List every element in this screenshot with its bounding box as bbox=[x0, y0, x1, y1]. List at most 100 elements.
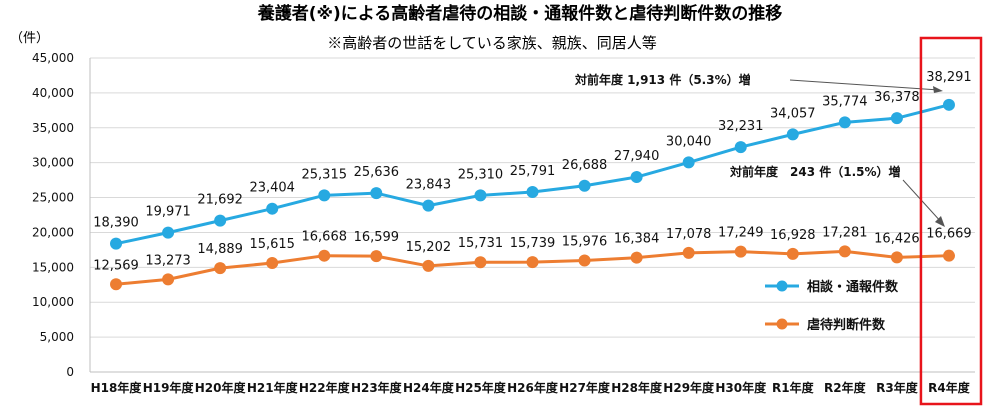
data-point bbox=[526, 256, 539, 269]
x-tick-labels: H18年度 H19年度 H20年度 H21年度 H22年度 H23年度 H24年度 H25年度… bbox=[91, 380, 971, 395]
data-point bbox=[266, 202, 279, 215]
y-tick-label: 20,000 bbox=[32, 225, 74, 239]
data-label: 32,231 bbox=[718, 119, 764, 134]
data-label: 14,889 bbox=[197, 242, 243, 257]
data-label: 16,384 bbox=[614, 232, 660, 247]
legend-swatch-marker bbox=[776, 280, 788, 292]
data-label: 15,731 bbox=[458, 236, 504, 251]
y-tick-labels: 0 5,000 10,000 15,000 20,000 25,000 30,000 35,0… bbox=[32, 51, 74, 379]
data-label: 15,976 bbox=[562, 235, 608, 250]
data-point bbox=[110, 278, 123, 291]
data-label: 36,378 bbox=[874, 90, 920, 105]
data-label: 16,426 bbox=[874, 231, 920, 246]
data-point bbox=[630, 171, 643, 184]
data-label: 21,692 bbox=[197, 193, 243, 208]
y-tick-label: 5,000 bbox=[40, 330, 74, 344]
annotation-text: 対前年度 243 件（1.5%）増 bbox=[729, 164, 901, 179]
data-label: 38,291 bbox=[926, 70, 972, 85]
annotation-arrow bbox=[789, 79, 940, 91]
data-label: 15,202 bbox=[406, 240, 452, 255]
chart-title: 養護者(※)による高齢者虐待の相談・通報件数と虐待判断件数の推移 bbox=[257, 3, 783, 24]
data-point bbox=[942, 98, 955, 111]
legend-label: 虐待判断件数 bbox=[807, 317, 886, 333]
data-point bbox=[786, 128, 799, 141]
data-point bbox=[318, 189, 331, 202]
legend-label: 相談・通報件数 bbox=[807, 279, 899, 295]
data-point bbox=[942, 249, 955, 262]
data-label: 16,928 bbox=[770, 228, 816, 243]
data-label: 16,669 bbox=[926, 227, 972, 242]
data-point bbox=[838, 245, 851, 258]
data-label: 15,739 bbox=[510, 236, 556, 251]
data-point bbox=[630, 251, 643, 264]
x-tick-label: R1年度 bbox=[772, 380, 815, 395]
annotation-arrowhead bbox=[934, 216, 945, 227]
data-point bbox=[110, 237, 123, 250]
y-tick-label: 25,000 bbox=[32, 191, 74, 205]
data-label: 16,599 bbox=[354, 230, 400, 245]
y-axis-unit-label: （件） bbox=[10, 31, 49, 46]
annotation-arrowhead bbox=[932, 86, 943, 93]
data-label: 13,273 bbox=[145, 253, 191, 268]
data-point bbox=[162, 273, 175, 286]
data-point bbox=[370, 250, 383, 263]
data-point bbox=[578, 179, 591, 192]
data-point bbox=[786, 247, 799, 260]
data-label: 17,249 bbox=[718, 226, 764, 241]
x-tick-label: H19年度 bbox=[143, 380, 195, 395]
data-label: 30,040 bbox=[666, 134, 712, 149]
data-point bbox=[682, 246, 695, 259]
annotation-text: 対前年度 1,913 件（5.3%）増 bbox=[574, 72, 751, 87]
x-tick-label: H22年度 bbox=[299, 380, 351, 395]
x-tick-label: H26年度 bbox=[507, 380, 559, 395]
data-point bbox=[578, 254, 591, 267]
data-label: 25,636 bbox=[354, 165, 400, 180]
data-point bbox=[162, 226, 175, 239]
legend-swatch-marker bbox=[776, 318, 788, 330]
data-label: 26,688 bbox=[562, 158, 608, 173]
y-tick-label: 40,000 bbox=[32, 86, 74, 100]
x-tick-label: H21年度 bbox=[247, 380, 299, 395]
data-label: 19,971 bbox=[145, 205, 191, 220]
y-tick-label: 0 bbox=[66, 365, 74, 379]
data-label: 25,791 bbox=[510, 164, 556, 179]
data-label: 17,078 bbox=[666, 227, 712, 242]
data-point bbox=[890, 112, 903, 125]
data-label: 35,774 bbox=[822, 94, 868, 109]
highlight-box-r4 bbox=[919, 36, 983, 406]
data-label: 18,390 bbox=[93, 216, 139, 231]
chart-subtitle: ※高齢者の世話をしている家族、親族、同居人等 bbox=[327, 34, 657, 52]
data-point bbox=[370, 187, 383, 200]
data-point bbox=[734, 141, 747, 154]
data-label: 23,843 bbox=[406, 178, 452, 193]
y-tick-label: 35,000 bbox=[32, 121, 74, 135]
data-label: 25,310 bbox=[458, 167, 504, 182]
data-label: 17,281 bbox=[822, 225, 868, 240]
data-point bbox=[890, 251, 903, 264]
y-tick-label: 45,000 bbox=[32, 51, 74, 65]
data-point bbox=[214, 262, 227, 275]
x-tick-label: R3年度 bbox=[876, 380, 919, 395]
axes bbox=[89, 58, 975, 373]
x-tick-label: H24年度 bbox=[403, 380, 455, 395]
data-labels: 18,390 19,971 21,692 23,404 25,315 25,636 23,8… bbox=[93, 70, 971, 273]
x-tick-label: H20年度 bbox=[195, 380, 247, 395]
data-label: 27,940 bbox=[614, 149, 660, 164]
data-label: 23,404 bbox=[249, 181, 295, 196]
data-point bbox=[266, 257, 279, 270]
y-tick-label: 10,000 bbox=[32, 295, 74, 309]
data-label: 25,315 bbox=[302, 167, 348, 182]
x-tick-label: R4年度 bbox=[928, 380, 971, 395]
x-tick-label: H27年度 bbox=[559, 380, 611, 395]
series-layer bbox=[110, 98, 955, 291]
data-point bbox=[422, 259, 435, 272]
x-tick-label: R2年度 bbox=[824, 380, 867, 395]
data-point bbox=[474, 256, 487, 269]
data-point bbox=[734, 245, 747, 258]
data-point bbox=[318, 249, 331, 262]
data-point bbox=[838, 116, 851, 129]
x-tick-label: H30年度 bbox=[715, 380, 767, 395]
x-tick-label: H23年度 bbox=[351, 380, 403, 395]
